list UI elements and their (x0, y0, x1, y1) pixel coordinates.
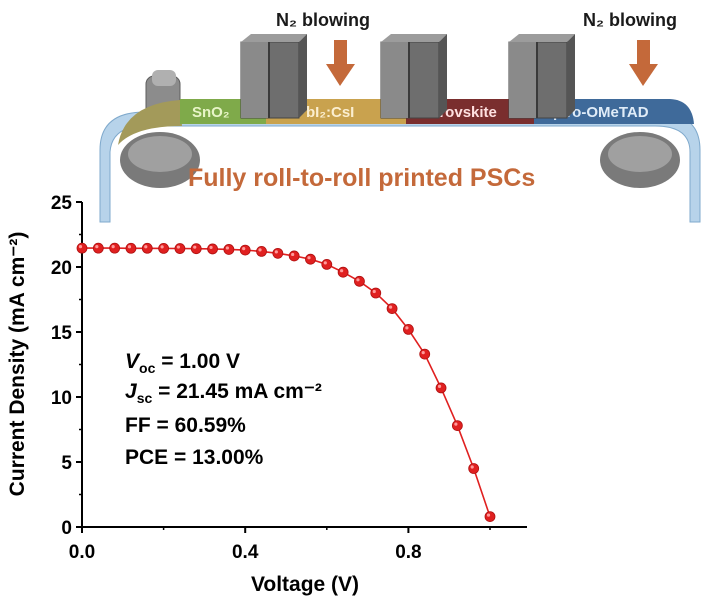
data-point (419, 348, 431, 360)
data-point-highlight (160, 245, 164, 249)
jv-chart: 0 5 10 15 20 25 0.0 0.4 0.8 Voltage (V) Current… (6, 193, 527, 596)
data-point (451, 420, 463, 432)
arrow-down-icon (629, 40, 658, 86)
data-point (190, 243, 202, 255)
data-point (305, 253, 316, 265)
data-point (158, 243, 170, 254)
coating-head-3 (508, 34, 575, 119)
data-point-highlight (454, 422, 458, 426)
data-point-highlight (405, 326, 409, 330)
data-point-highlight (274, 250, 278, 254)
data-point (76, 242, 88, 254)
annotation-jsc: Jsc = 21.45 mA cm⁻² (125, 380, 322, 406)
data-point-highlight (193, 245, 197, 249)
data-point (141, 242, 153, 254)
data-point (435, 382, 447, 394)
data-point-highlight (78, 245, 83, 249)
y-tick-label: 0 (61, 518, 72, 539)
data-point (223, 244, 235, 255)
data-point (92, 242, 104, 254)
data-point (402, 323, 414, 335)
data-point-highlight (356, 278, 360, 282)
data-point-highlight (111, 245, 115, 249)
roll-to-roll-schematic: SnO₂ PbI₂:CsI Perovskite Spiro-OMeTAD (99, 10, 701, 223)
y-axis-title: Current Density (mA cm⁻²) (6, 232, 29, 497)
data-point (321, 258, 333, 270)
data-point (125, 242, 137, 254)
annotation-voc: Voc = 1.00 V (125, 350, 240, 376)
data-point-highlight (323, 261, 327, 265)
plot-area (80, 225, 527, 527)
y-tick-label: 15 (51, 323, 73, 344)
data-point-highlight (486, 513, 491, 517)
data-point (288, 250, 300, 262)
data-point (468, 463, 480, 474)
unwind-roll-face (152, 70, 176, 86)
data-point-highlight (225, 246, 229, 250)
data-point-highlight (470, 465, 474, 469)
data-point-highlight (144, 245, 148, 249)
y-tick-label: 25 (51, 193, 73, 214)
annotation-pce: PCE = 13.00% (125, 446, 264, 469)
data-point-highlight (307, 256, 311, 260)
data-point-highlight (291, 252, 295, 257)
y-tick-label: 20 (51, 258, 72, 279)
data-point-highlight (258, 248, 262, 252)
data-point-highlight (242, 247, 246, 251)
data-point (174, 243, 186, 254)
data-point (386, 303, 398, 315)
n2-label-1: N₂ blowing (276, 10, 370, 30)
x-tick-label: 0.4 (232, 542, 259, 563)
annotation-ff: FF = 60.59% (125, 414, 246, 437)
data-point-highlight (209, 245, 213, 250)
x-axis-title: Voltage (V) (251, 573, 359, 596)
data-point (109, 242, 121, 254)
x-tick-label: 0.0 (69, 542, 95, 563)
arrow-down-icon (326, 40, 355, 86)
right-roller-highlight (608, 136, 672, 172)
coating-head-1 (240, 34, 307, 119)
data-point-highlight (95, 245, 99, 249)
data-point-highlight (176, 245, 181, 249)
data-point (337, 266, 349, 278)
data-point (484, 511, 496, 522)
substrate-segment (118, 100, 182, 145)
left-roller-highlight (128, 136, 192, 172)
y-tick-label: 5 (61, 453, 72, 474)
data-point-highlight (388, 305, 393, 309)
layer-label-sno2: SnO₂ (192, 104, 230, 121)
data-point-highlight (372, 289, 376, 294)
x-ticks: 0.0 0.4 0.8 (69, 527, 491, 563)
data-point (354, 275, 365, 287)
y-tick-label: 10 (51, 388, 72, 409)
data-point (207, 243, 218, 255)
n2-label-2: N₂ blowing (583, 10, 677, 30)
data-point-highlight (437, 384, 442, 388)
coating-head-2 (380, 34, 447, 119)
data-point (272, 247, 284, 259)
data-point-highlight (421, 351, 425, 355)
data-point-highlight (127, 245, 132, 249)
schematic-banner: Fully roll-to-roll printed PSCs (188, 164, 535, 192)
data-point (370, 287, 382, 299)
data-point (256, 245, 267, 257)
x-tick-label: 0.8 (395, 542, 421, 563)
data-point (239, 244, 251, 256)
layer-label-pbi2: PbI₂:CsI (296, 104, 354, 121)
y-ticks: 0 5 10 15 20 25 (51, 193, 82, 539)
data-markers (76, 242, 496, 522)
data-point-highlight (340, 269, 344, 273)
